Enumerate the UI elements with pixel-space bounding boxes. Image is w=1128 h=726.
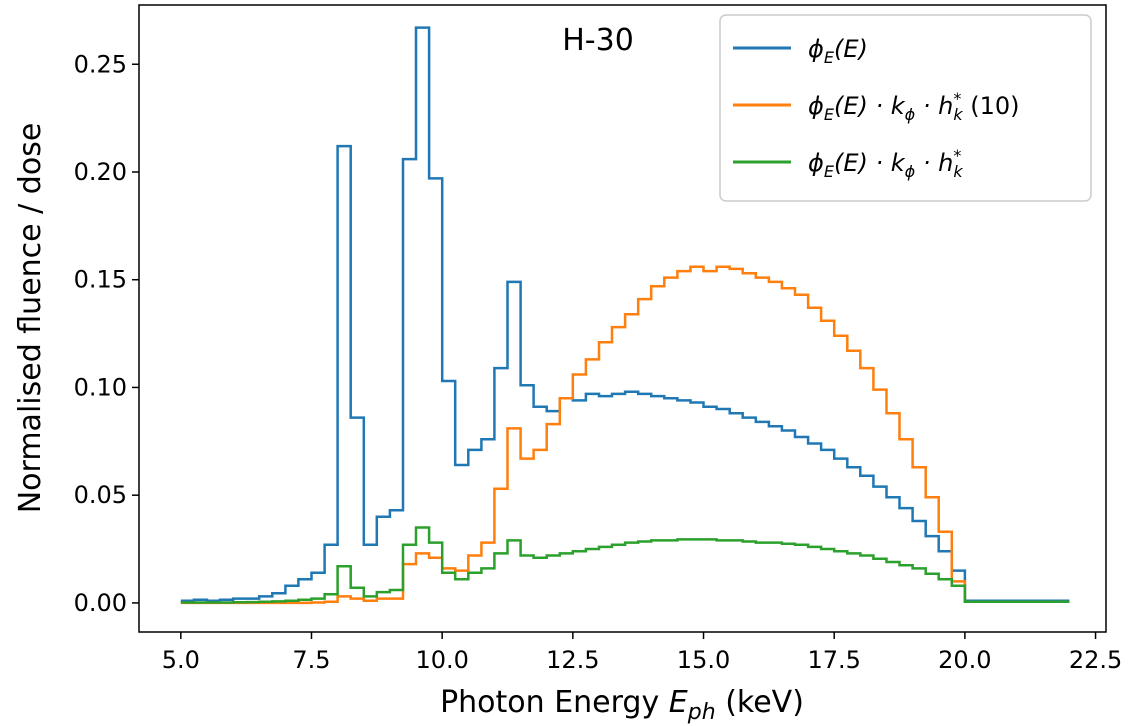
legend-label-phi: ϕE(E) bbox=[808, 35, 868, 67]
x-tick-label: 20.0 bbox=[938, 646, 991, 674]
x-tick-label: 7.5 bbox=[292, 646, 330, 674]
x-axis-symbol: E bbox=[669, 685, 688, 720]
legend-box bbox=[719, 14, 1092, 202]
series-line-phi-k-h10 bbox=[180, 265, 1070, 605]
series-layer bbox=[180, 26, 1070, 605]
x-tick-label: 5.0 bbox=[162, 646, 200, 674]
x-tick-label: 10.0 bbox=[415, 646, 468, 674]
chart-annotation: H-30 bbox=[562, 23, 634, 58]
x-tick-label: 12.5 bbox=[546, 646, 599, 674]
series-line-phi-k-h bbox=[180, 526, 1070, 604]
y-tick-label: 0.05 bbox=[74, 481, 127, 509]
y-tick-label: 0.20 bbox=[74, 158, 127, 186]
y-ticks: 0.00 0.05 0.10 0.15 0.20 0.25 bbox=[74, 50, 139, 617]
legend-label-phi-k-h: ϕE(E) · kϕ · h* k bbox=[808, 146, 963, 181]
legend: ϕE(E) ϕE(E) · kϕ · h* k (10) ϕE(E) · kϕ ·… bbox=[719, 14, 1092, 202]
y-tick-label: 0.10 bbox=[74, 373, 127, 401]
x-axis-label: Photon Energy Eph (keV) bbox=[440, 685, 804, 725]
x-axis-unit: (keV) bbox=[716, 685, 804, 720]
plot-frame bbox=[138, 4, 1107, 633]
x-tick-label: 15.0 bbox=[677, 646, 730, 674]
x-tick-label: 22.5 bbox=[1069, 646, 1122, 674]
y-tick-label: 0.25 bbox=[74, 50, 127, 78]
y-tick-label: 0.00 bbox=[74, 589, 127, 617]
x-axis-subscript: ph bbox=[687, 700, 716, 725]
y-axis-label: Normalised fluence / dose bbox=[13, 123, 48, 514]
x-tick-label: 17.5 bbox=[807, 646, 860, 674]
y-tick-label: 0.15 bbox=[74, 266, 127, 294]
x-ticks: 5.0 7.5 10.0 12.5 15.0 17.5 20.0 22.5 bbox=[162, 632, 1122, 674]
series-line-phi bbox=[180, 26, 1070, 603]
x-axis-label-prefix: Photon Energy bbox=[440, 685, 669, 720]
